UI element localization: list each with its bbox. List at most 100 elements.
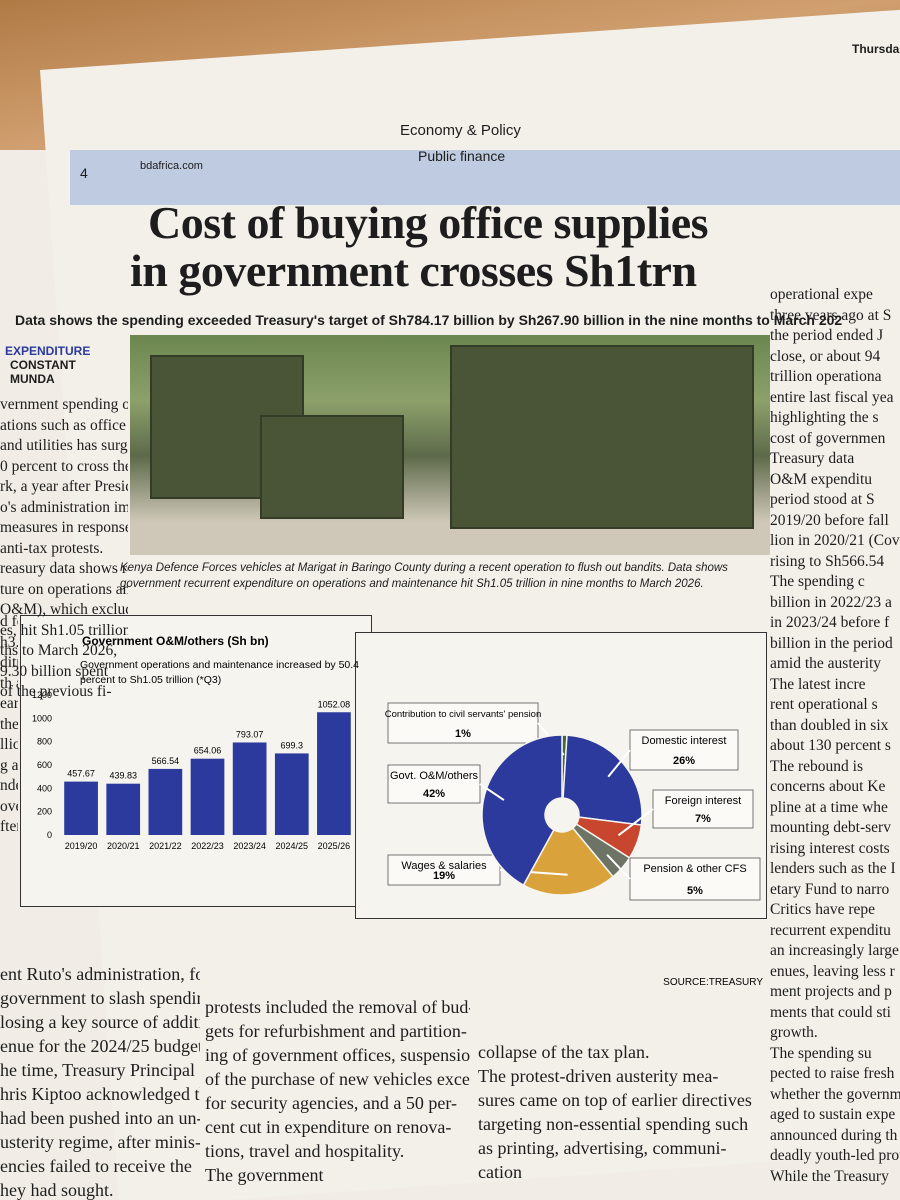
text-line: than doubled in six [770,716,889,734]
bar [232,742,267,835]
caption: Kenya Defence Forces vehicles at Marigat… [120,562,728,574]
text-line: protests included the removal of bud- [205,997,470,1017]
text-line: the Trea- [0,715,18,733]
day: Thursda [852,42,900,56]
text-line: enue for the 2024/25 budget. [0,1036,200,1056]
text-line: etary Fund to narro [770,880,890,898]
text-column: ent Ruto's administration, forcing govern… [0,962,200,1200]
text-line: th a quarter [0,674,18,692]
pie-label: Wages & salaries [401,860,487,872]
bar-value-label: 699.3 [281,740,304,750]
text-column: d for nearly a h3.26 trillion diture in th… [0,612,18,838]
text-line: sures came on top of earlier directives [478,1090,752,1110]
y-tick-label: 0 [47,830,52,840]
text-line: The government [205,1165,324,1185]
author: CONSTANT [10,358,76,372]
text-column: protests included the removal of bud-get… [205,995,470,1187]
text-column: collapse of the tax plan. The protest-dri… [478,1040,768,1184]
text-line: 9.30 billion spent [0,662,109,680]
text-line: ths to March 2026, [0,642,118,659]
text-line: deadly youth-led prot [770,1147,900,1164]
text-line: llion by [0,736,18,753]
text-line: overn- [0,797,18,815]
text-line: for security agencies, and a 50 per- [205,1093,458,1113]
text-line: trillion operationa [770,368,882,385]
y-tick-label: 400 [37,783,52,793]
text-line: mounting debt-serv [770,819,891,836]
text-line: whether the governm [770,1085,900,1103]
text-line: tions, travel and hospitality. [205,1141,405,1161]
text-line: highlighting the s [770,409,879,426]
text-line: billion in the period [770,634,893,652]
text-line: encies failed to receive the [0,1156,192,1176]
text-line: d for nearly a [0,613,18,630]
source: SOURCE:TREASURY [663,977,763,988]
bar [190,758,225,835]
text-line: three years ago at S [770,306,892,324]
text-line: aged to sustain expe [770,1106,896,1123]
text-line: measures in response to the [0,519,128,536]
text-line: about 130 percent s [770,737,891,754]
text-line: The spending c [770,573,865,590]
text-line: O&M expenditu [770,470,873,488]
text-line: vernment spending on day-to-day [0,396,128,413]
text-line: operational expe [770,286,873,303]
text-line: rent operational s [770,696,878,713]
text-line: Critics have repe [770,901,876,918]
text-line: targeting non-essential spending such [478,1114,749,1134]
text-line: announced during th [770,1126,898,1144]
chart-title: Government O&M/others (Sh bn) [82,634,269,648]
bar [274,753,309,835]
photo [130,335,770,555]
bar [106,783,141,835]
bar-value-label: 654.06 [194,746,222,756]
text-line: rising to Sh566.54 [770,552,885,570]
label-box [387,854,501,886]
pie-slice [481,734,563,887]
pie-value-label: 1% [455,728,471,740]
text-line: ing of government offices, suspension [205,1045,470,1065]
text-line: fter [0,818,18,835]
text-line: cent cut in expenditure on renova- [205,1117,452,1137]
text-line: close, or about 94 [770,347,881,365]
subsection: Public finance [418,148,506,164]
y-tick-label: 1000 [32,713,52,723]
text-line: While the Treasury [770,1167,889,1185]
leader-line [606,853,631,880]
text-line: concerns about Ke [770,778,886,795]
text-line: gets for refurbishment and partition- [205,1021,467,1041]
pie-label: Contribution to civil servants' pension [385,709,542,720]
truck [260,415,404,519]
text-line: ations such as office supplies, fuel, [0,416,128,434]
text-line: recurrent expenditu [770,921,891,939]
text-line: period stood at S [770,491,875,508]
text-line: O&M), which excludes [0,601,128,618]
y-tick-label: 1200 [32,690,52,700]
text-line: of the previous fi- [0,683,112,700]
text-line: enues, leaving less r [770,962,895,980]
bar-value-label: 457.67 [67,769,95,779]
text-line: pline at a time whe [770,798,888,816]
text-line: government to slash spending [0,988,200,1008]
pie-slice [562,734,643,826]
text-line: o's administration imposed [0,498,128,516]
bar-value-label: 566.54 [152,756,180,766]
text-line: Treasury data [770,450,855,467]
text-line: 2019/20 before fall [770,511,889,529]
site: bdafrica.com [140,160,203,172]
x-tick-label: 2020/21 [107,841,140,851]
text-line: as printing, advertising, communi- [478,1138,727,1158]
text-line: anti-tax protests. [0,539,104,557]
pie-value-label: 26% [673,755,695,767]
x-tick-label: 2023/24 [233,841,266,851]
pie-value-label: 42% [423,788,445,800]
bar-value-label: 793.07 [236,729,264,739]
text-line: nder- [0,777,18,794]
y-tick-label: 800 [37,737,52,747]
text-line: The rebound is [770,757,863,775]
text-line: ment projects and p [770,983,892,1000]
bar [317,712,351,835]
text-line: billion in 2022/23 a [770,593,892,611]
